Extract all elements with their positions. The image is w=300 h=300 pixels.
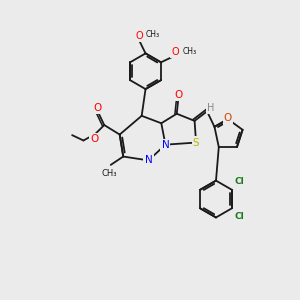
Text: N: N — [145, 155, 152, 165]
Text: O: O — [174, 90, 182, 100]
Text: CH₃: CH₃ — [182, 46, 197, 56]
Text: O: O — [94, 103, 102, 113]
Text: CH₃: CH₃ — [101, 169, 117, 178]
Text: O: O — [224, 113, 232, 124]
Text: S: S — [193, 138, 200, 148]
Text: Cl: Cl — [235, 212, 245, 221]
Text: O: O — [91, 134, 99, 144]
Text: H: H — [207, 103, 214, 113]
Text: O: O — [135, 31, 143, 40]
Text: N: N — [162, 140, 169, 150]
Text: CH₃: CH₃ — [146, 30, 160, 39]
Text: Cl: Cl — [235, 177, 245, 186]
Text: O: O — [171, 47, 179, 57]
